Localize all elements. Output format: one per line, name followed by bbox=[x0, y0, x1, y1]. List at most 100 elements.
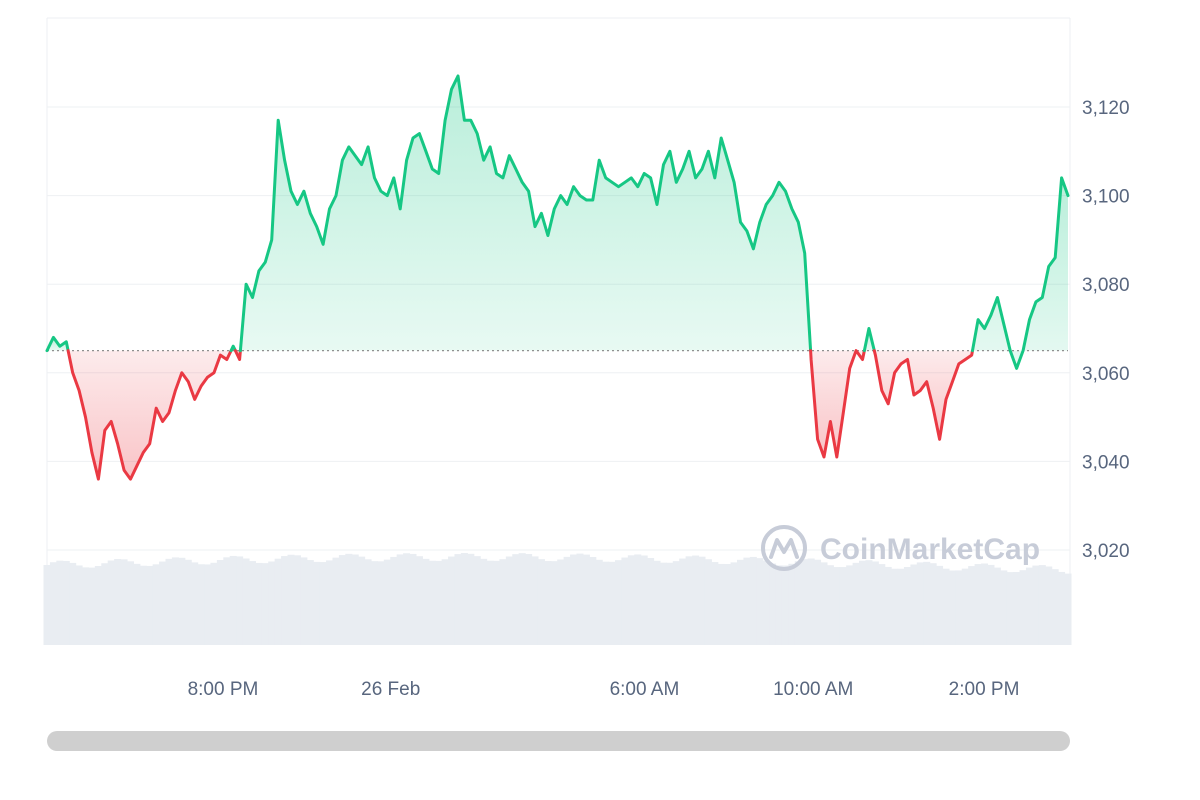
volume-bar bbox=[300, 557, 308, 645]
volume-bar bbox=[1064, 573, 1072, 645]
volume-bar bbox=[62, 560, 70, 645]
price-line-down bbox=[66, 349, 233, 481]
volume-bar bbox=[319, 562, 327, 645]
y-tick-label: 3,020 bbox=[1082, 541, 1130, 562]
watermark-text: CoinMarketCap bbox=[820, 533, 1040, 566]
volume-bar bbox=[884, 566, 892, 645]
price-line[interactable] bbox=[45, 74, 1070, 481]
volume-bar bbox=[441, 559, 449, 645]
volume-bars bbox=[43, 553, 1072, 645]
volume-bar bbox=[1045, 566, 1053, 645]
time-range-scrollbar[interactable] bbox=[47, 731, 1070, 751]
volume-bar bbox=[916, 562, 924, 645]
volume-bar bbox=[826, 565, 834, 645]
y-tick-label: 3,060 bbox=[1082, 364, 1130, 385]
volume-bar bbox=[942, 568, 950, 645]
volume-bar bbox=[499, 559, 507, 645]
volume-bar bbox=[197, 564, 205, 645]
volume-bar bbox=[306, 560, 314, 645]
price-line-up bbox=[862, 327, 876, 353]
x-tick-label: 6:00 AM bbox=[610, 679, 680, 700]
price-line-up bbox=[238, 74, 813, 353]
volume-bar bbox=[679, 558, 687, 645]
volume-bar bbox=[364, 559, 372, 645]
volume-bar bbox=[525, 554, 533, 645]
volume-bar bbox=[852, 562, 860, 645]
volume-bar bbox=[454, 554, 462, 645]
volume-bar bbox=[704, 559, 712, 645]
volume-bar bbox=[165, 558, 173, 645]
volume-bar bbox=[313, 561, 321, 645]
volume-bar bbox=[736, 559, 745, 645]
volume-bar bbox=[88, 567, 96, 645]
volume-bar bbox=[178, 557, 186, 645]
volume-bar bbox=[409, 553, 417, 645]
volume-bar bbox=[422, 558, 430, 645]
volume-bar bbox=[871, 561, 879, 645]
volume-bar bbox=[839, 567, 847, 645]
volume-bar bbox=[480, 558, 488, 645]
volume-bar bbox=[614, 560, 623, 645]
volume-bar bbox=[788, 563, 796, 645]
volume-bar bbox=[512, 554, 520, 645]
volume-bar bbox=[1032, 565, 1040, 645]
volume-bar bbox=[1019, 570, 1027, 645]
volume-bar bbox=[139, 565, 147, 645]
volume-bar bbox=[981, 563, 989, 645]
volume-bar bbox=[833, 567, 841, 645]
volume-bar bbox=[634, 554, 642, 645]
volume-bar bbox=[814, 559, 822, 645]
x-axis-labels: 8:00 PM 26 Feb 6:00 AM 10:00 AM 2:00 PM bbox=[188, 679, 1020, 700]
volume-bar bbox=[1013, 571, 1021, 645]
volume-bar bbox=[370, 561, 379, 645]
volume-bar bbox=[724, 564, 732, 645]
volume-bar bbox=[974, 564, 982, 645]
area-below-open bbox=[68, 350, 232, 480]
volume-bar bbox=[242, 558, 250, 645]
volume-bar bbox=[730, 562, 738, 645]
volume-bar bbox=[948, 570, 956, 645]
volume-bar bbox=[749, 556, 757, 645]
area-above-open bbox=[972, 177, 1068, 369]
volume-bar bbox=[987, 564, 995, 645]
volume-bar bbox=[891, 568, 899, 645]
volume-bar bbox=[653, 560, 661, 645]
price-area bbox=[47, 76, 1068, 480]
volume-bar bbox=[929, 563, 937, 645]
volume-bar bbox=[210, 562, 218, 645]
volume-bar bbox=[505, 556, 513, 645]
volume-bar bbox=[602, 561, 610, 645]
volume-bar bbox=[627, 555, 635, 645]
volume-bar bbox=[435, 560, 443, 645]
x-tick-label: 8:00 PM bbox=[188, 679, 259, 700]
volume-bar bbox=[781, 565, 789, 645]
volume-bar bbox=[807, 558, 815, 645]
price-line-up bbox=[229, 344, 237, 353]
volume-bar bbox=[1038, 565, 1046, 645]
volume-bar bbox=[101, 563, 109, 645]
volume-bar bbox=[666, 562, 674, 645]
coinmarketcap-logo-icon bbox=[761, 525, 807, 571]
volume-bar bbox=[692, 555, 700, 645]
volume-bar bbox=[955, 570, 963, 645]
volume-bar bbox=[293, 555, 301, 645]
volume-bar bbox=[326, 560, 334, 645]
volume-bar bbox=[897, 568, 905, 645]
volume-bar bbox=[1025, 567, 1033, 645]
volume-bar bbox=[377, 561, 385, 645]
volume-bar bbox=[544, 561, 552, 645]
volume-bar bbox=[396, 554, 404, 645]
volume-bar bbox=[216, 560, 224, 645]
volume-bar bbox=[961, 568, 969, 645]
volume-bar bbox=[191, 562, 199, 645]
volume-bar bbox=[775, 565, 783, 645]
volume-bar bbox=[415, 556, 423, 645]
volume-bar bbox=[865, 560, 873, 645]
volume-bar bbox=[268, 561, 276, 645]
volume-bar bbox=[473, 556, 481, 645]
price-line-down bbox=[809, 349, 866, 459]
volume-bar bbox=[126, 561, 134, 645]
volume-bar bbox=[518, 553, 526, 645]
volume-bar bbox=[69, 562, 77, 645]
